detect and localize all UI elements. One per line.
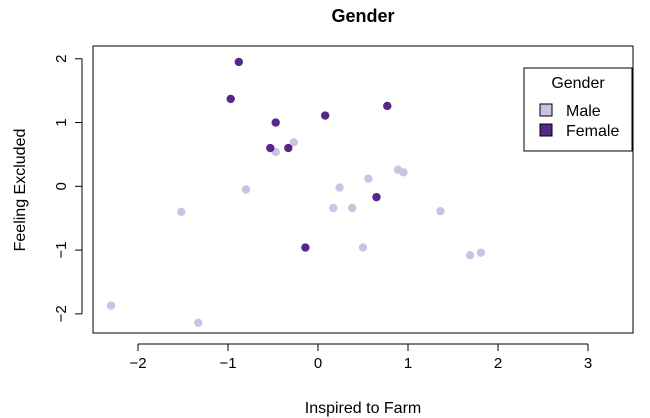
data-point-male: [194, 318, 203, 327]
x-tick-label: 0: [314, 355, 322, 372]
legend-title: Gender: [551, 75, 605, 92]
data-point-male: [241, 185, 251, 194]
data-point-male: [436, 206, 445, 216]
data-point-male: [348, 203, 357, 213]
y-tick-label: −2: [53, 305, 70, 322]
data-point-male: [476, 248, 486, 257]
data-point-male: [358, 243, 368, 252]
data-point-female: [271, 118, 280, 127]
y-tick-label: 1: [53, 118, 70, 126]
x-tick-label: 1: [404, 355, 412, 372]
y-tick-label: 2: [53, 55, 70, 63]
legend-swatch-male: [539, 103, 553, 117]
data-point-male: [177, 207, 186, 217]
x-tick-label: −2: [129, 355, 146, 372]
data-point-male: [335, 183, 344, 192]
legend-label-male: Male: [566, 103, 601, 120]
chart-title: Gender: [331, 6, 394, 26]
x-tick-label: 3: [584, 355, 592, 372]
y-tick-label: −1: [53, 242, 70, 259]
data-point-male: [465, 250, 475, 260]
data-point-male: [364, 174, 373, 183]
x-axis-label: Inspired to Farm: [305, 400, 421, 417]
data-point-male: [106, 301, 116, 310]
data-point-female: [301, 243, 310, 252]
data-point-female: [321, 111, 330, 120]
data-point-male: [289, 138, 298, 147]
data-point-female: [234, 57, 243, 67]
data-point-male: [399, 168, 408, 177]
data-point-female: [284, 143, 293, 153]
data-point-female: [226, 94, 235, 104]
y-axis-label: Feeling Excluded: [12, 129, 29, 252]
legend-label-female: Female: [566, 123, 619, 140]
legend-items: Male Female: [539, 103, 619, 140]
data-point-male: [329, 203, 338, 213]
data-points: [106, 57, 486, 327]
data-point-female: [372, 192, 381, 202]
data-point-female: [266, 143, 275, 153]
x-axis: −2 −1 0 1 2 3: [129, 343, 592, 372]
legend-swatch-female: [539, 123, 553, 137]
data-point-female: [383, 101, 392, 111]
plot-frame: [92, 45, 634, 334]
x-tick-label: −1: [219, 355, 236, 372]
y-tick-label: 0: [53, 182, 70, 190]
x-tick-label: 2: [494, 355, 502, 372]
y-axis: −2 −1 0 1 2: [53, 55, 83, 322]
legend: Gender Male Female: [523, 67, 633, 152]
